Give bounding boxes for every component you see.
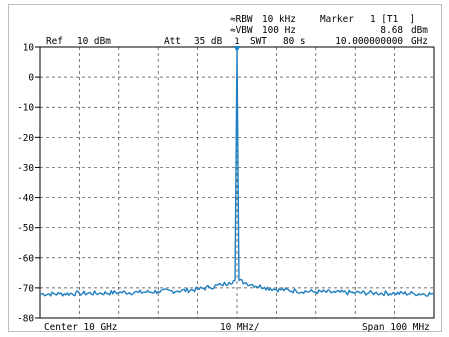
y-tick-label: 0 — [28, 73, 34, 84]
marker-id: 1 [T1 ] — [370, 14, 416, 25]
rbw-value: 10 kHz — [262, 14, 296, 25]
frequency-per-division: 10 MHz/ — [220, 322, 260, 333]
marker-label: Marker — [320, 14, 354, 25]
markers: 1 — [233, 37, 241, 52]
y-tick-label: -70 — [17, 283, 34, 294]
center-frequency: Center 10 GHz — [44, 322, 118, 333]
ref-label: Ref — [46, 36, 63, 47]
marker-level: 8.68 — [380, 25, 403, 36]
vbw-value: 100 Hz — [262, 25, 296, 36]
y-tick-label: -60 — [17, 253, 34, 264]
y-tick-label: 10 — [23, 43, 35, 54]
y-tick-label: -40 — [17, 193, 34, 204]
swt-label: SWT — [250, 36, 267, 47]
y-tick-label: -20 — [17, 133, 34, 144]
y-axis: 10 0 -10 -20 -30 -40 -50 -60 -70 -80 — [17, 43, 40, 325]
att-label: Att — [164, 36, 181, 47]
ref-value: 10 dBm — [77, 36, 111, 47]
frequency-span: Span 100 MHz — [362, 322, 430, 333]
vbw-label: ≈VBW — [230, 25, 253, 36]
y-tick-label: -50 — [17, 223, 34, 234]
y-tick-label: -10 — [17, 103, 34, 114]
y-tick-label: -80 — [17, 314, 34, 325]
rbw-label: ≈RBW — [230, 14, 253, 25]
swt-value: 80 s — [283, 36, 306, 47]
marker-triangle — [233, 45, 241, 52]
marker-frequency: 10.000000000 — [335, 36, 403, 47]
marker-frequency-unit: GHz — [411, 36, 428, 47]
att-value: 35 dB — [194, 36, 223, 47]
y-tick-label: -30 — [17, 163, 34, 174]
screen-frame — [8, 4, 442, 332]
marker-label-1: 1 — [234, 37, 239, 47]
marker-level-unit: dBm — [411, 25, 428, 36]
